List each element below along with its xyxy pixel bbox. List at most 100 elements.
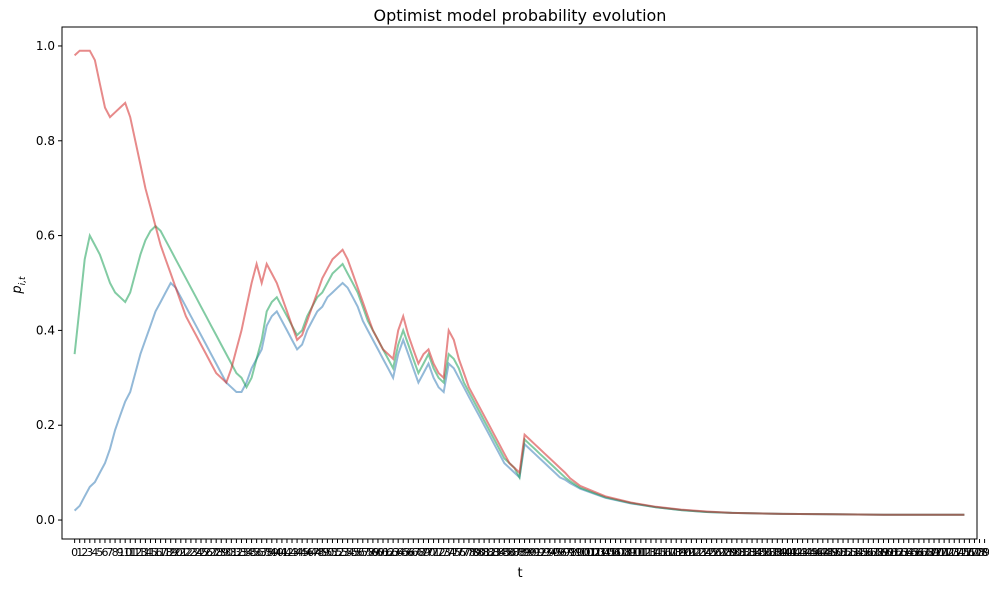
x-tick-label: 116 bbox=[651, 546, 672, 559]
x-tick-label: 136 bbox=[752, 546, 773, 559]
x-tick-label: 120 bbox=[671, 546, 692, 559]
x-tick-label: 166 bbox=[903, 546, 924, 559]
y-tick-label: 1.0 bbox=[36, 39, 55, 53]
x-tick-label: 44 bbox=[290, 546, 304, 559]
y-axis-label-subscript: i,t bbox=[18, 276, 28, 285]
x-tick-label: 141 bbox=[777, 546, 798, 559]
x-tick-label: 162 bbox=[883, 546, 904, 559]
x-tick-label: 19 bbox=[164, 546, 178, 559]
x-tick-label: 29 bbox=[214, 546, 228, 559]
x-tick-label: 99 bbox=[568, 546, 582, 559]
x-tick-label: 101 bbox=[575, 546, 596, 559]
x-tick-label: 26 bbox=[199, 546, 213, 559]
x-tick-label: 20 bbox=[169, 546, 183, 559]
x-tick-label: 37 bbox=[255, 546, 269, 559]
x-tick-label: 106 bbox=[600, 546, 621, 559]
x-tick-label: 12 bbox=[128, 546, 142, 559]
series-layer bbox=[73, 49, 965, 516]
x-tick-label: 33 bbox=[234, 546, 248, 559]
x-tick-label: 51 bbox=[325, 546, 339, 559]
x-axis-ticks: 0123456789101112131415161718192021222324… bbox=[71, 539, 989, 559]
x-tick-label: 91 bbox=[528, 546, 542, 559]
x-tick-label: 96 bbox=[553, 546, 567, 559]
x-tick-label: 178 bbox=[964, 546, 985, 559]
x-tick-label: 81 bbox=[477, 546, 491, 559]
x-tick-label: 126 bbox=[701, 546, 722, 559]
x-tick-label: 137 bbox=[757, 546, 778, 559]
x-tick-label: 85 bbox=[497, 546, 511, 559]
x-tick-label: 2 bbox=[81, 546, 88, 559]
x-tick-label: 118 bbox=[661, 546, 682, 559]
x-tick-label: 46 bbox=[300, 546, 314, 559]
x-tick-label: 54 bbox=[341, 546, 355, 559]
x-tick-label: 18 bbox=[159, 546, 173, 559]
x-tick-label: 117 bbox=[656, 546, 677, 559]
x-tick-label: 146 bbox=[802, 546, 823, 559]
x-tick-label: 17 bbox=[154, 546, 168, 559]
x-tick-label: 47 bbox=[305, 546, 319, 559]
y-tick-label: 0.0 bbox=[36, 513, 55, 527]
x-tick-label: 163 bbox=[888, 546, 909, 559]
x-tick-label: 131 bbox=[726, 546, 747, 559]
x-tick-label: 40 bbox=[270, 546, 284, 559]
x-tick-label: 76 bbox=[452, 546, 466, 559]
x-tick-label: 28 bbox=[209, 546, 223, 559]
x-tick-label: 10 bbox=[118, 546, 132, 559]
x-tick-label: 93 bbox=[538, 546, 552, 559]
x-tick-label: 109 bbox=[615, 546, 636, 559]
x-tick-label: 9 bbox=[117, 546, 124, 559]
x-tick-label: 112 bbox=[630, 546, 651, 559]
x-tick-label: 151 bbox=[827, 546, 848, 559]
x-tick-label: 5 bbox=[96, 546, 103, 559]
x-tick-label: 6 bbox=[101, 546, 108, 559]
x-tick-label: 154 bbox=[843, 546, 864, 559]
x-tick-label: 73 bbox=[437, 546, 451, 559]
x-tick-label: 123 bbox=[686, 546, 707, 559]
x-tick-label: 135 bbox=[747, 546, 768, 559]
x-tick-label: 115 bbox=[645, 546, 666, 559]
x-tick-label: 25 bbox=[194, 546, 208, 559]
x-tick-label: 102 bbox=[580, 546, 601, 559]
x-tick-label: 164 bbox=[893, 546, 914, 559]
y-tick-label: 0.6 bbox=[36, 229, 55, 243]
x-tick-label: 84 bbox=[492, 546, 506, 559]
y-axis-label: pi,t bbox=[10, 276, 28, 295]
y-axis-ticks: 0.0 0.2 0.4 0.6 0.8 1.0 bbox=[36, 39, 62, 527]
x-tick-label: 43 bbox=[285, 546, 299, 559]
x-tick-label: 62 bbox=[381, 546, 395, 559]
x-tick-label: 42 bbox=[280, 546, 294, 559]
x-tick-label: 160 bbox=[873, 546, 894, 559]
x-tick-label: 110 bbox=[620, 546, 641, 559]
x-tick-label: 125 bbox=[696, 546, 717, 559]
x-tick-label: 124 bbox=[691, 546, 712, 559]
x-tick-label: 45 bbox=[295, 546, 309, 559]
x-tick-label: 104 bbox=[590, 546, 611, 559]
x-tick-label: 68 bbox=[411, 546, 425, 559]
x-tick-label: 52 bbox=[331, 546, 345, 559]
x-tick-label: 0 bbox=[71, 546, 78, 559]
x-tick-label: 165 bbox=[898, 546, 919, 559]
x-tick-label: 14 bbox=[138, 546, 152, 559]
x-tick-label: 88 bbox=[513, 546, 527, 559]
x-tick-label: 55 bbox=[346, 546, 360, 559]
x-tick-label: 122 bbox=[681, 546, 702, 559]
x-tick-label: 95 bbox=[548, 546, 562, 559]
x-tick-label: 145 bbox=[797, 546, 818, 559]
x-tick-label: 3 bbox=[86, 546, 93, 559]
x-tick-label: 107 bbox=[605, 546, 626, 559]
x-tick-label: 48 bbox=[310, 546, 324, 559]
x-tick-label: 174 bbox=[944, 546, 965, 559]
x-tick-label: 148 bbox=[812, 546, 833, 559]
x-tick-label: 171 bbox=[929, 546, 950, 559]
x-tick-label: 134 bbox=[742, 546, 763, 559]
x-tick-label: 142 bbox=[782, 546, 803, 559]
x-tick-label: 130 bbox=[721, 546, 742, 559]
x-tick-label: 114 bbox=[640, 546, 661, 559]
x-tick-label: 143 bbox=[787, 546, 808, 559]
x-tick-label: 90 bbox=[523, 546, 537, 559]
x-tick-label: 108 bbox=[610, 546, 631, 559]
x-tick-label: 69 bbox=[416, 546, 430, 559]
x-tick-label: 94 bbox=[543, 546, 557, 559]
x-tick-label: 66 bbox=[401, 546, 415, 559]
